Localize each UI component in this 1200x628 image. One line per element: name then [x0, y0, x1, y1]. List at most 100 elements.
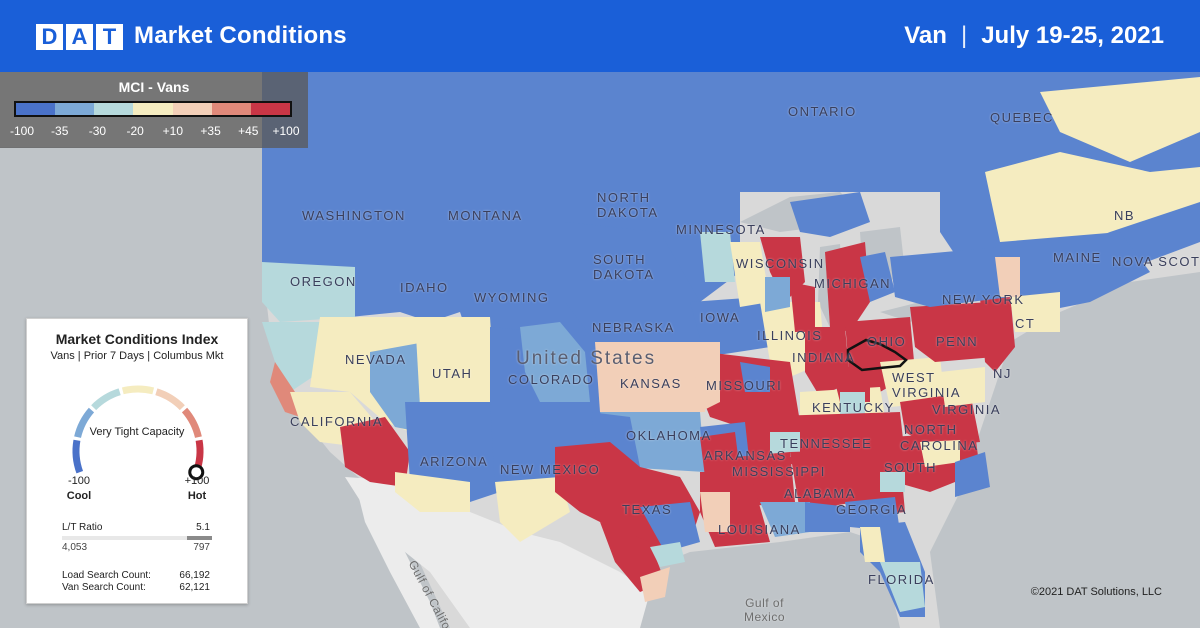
region-georgia-south — [845, 497, 900, 532]
region-michigan-east — [860, 252, 895, 302]
legend-tick: +35 — [200, 124, 221, 138]
gauge-segment — [91, 388, 121, 411]
logo-letter-a: A — [66, 24, 93, 50]
capacity-status: Very Tight Capacity — [89, 426, 185, 438]
label-kansas: KANSAS — [620, 376, 682, 391]
label-alabama: ALABAMA — [784, 486, 856, 501]
legend-swatch-4 — [172, 103, 212, 115]
label-nb: NB — [1114, 208, 1136, 223]
region-arkansas-red — [700, 432, 740, 477]
label-michigan: MICHIGAN — [814, 276, 891, 291]
load-search-value: 66,192 — [179, 570, 210, 581]
gauge-segment — [155, 388, 185, 411]
label-colorado: COLORADO — [508, 372, 595, 387]
label-oklahoma: OKLAHOMA — [626, 428, 712, 443]
period-info: Van | July 19-25, 2021 — [904, 22, 1164, 50]
legend-tick: -20 — [126, 124, 144, 138]
region-rgv — [640, 567, 670, 602]
label-indiana: INDIANA — [792, 350, 856, 365]
card-subtitle: Vans | Prior 7 Days | Columbus Mkt — [50, 350, 224, 362]
legend-tick: -35 — [51, 124, 69, 138]
region-new-mexico-south — [495, 477, 570, 542]
load-count: 4,053 — [62, 542, 88, 553]
legend-swatch-0 — [16, 103, 56, 115]
gauge-segment — [181, 407, 202, 439]
mci-legend: MCI - Vans -100 -35 -30 -20 +10 +35 +45 +100 — [0, 72, 308, 148]
region-utah — [415, 317, 495, 407]
atlantic-ocean — [930, 272, 1200, 628]
mexico-land — [345, 477, 650, 628]
region-michigan-up — [790, 192, 870, 237]
label-louisiana: LOUISIANA — [718, 522, 801, 537]
region-la-pink — [700, 492, 730, 532]
label-nova-scotia: NOVA SCOTIA — [1112, 254, 1200, 269]
region-chicago — [790, 282, 815, 332]
label-maine: MAINE — [1053, 250, 1102, 265]
gauge-max-value: +100 — [184, 475, 210, 487]
legend-title: MCI - Vans — [118, 79, 190, 95]
region-texas-coast — [650, 542, 685, 567]
label-wyoming: WYOMING — [474, 290, 550, 305]
card-title: Market Conditions Index — [55, 331, 219, 347]
equipment-type: Van — [904, 22, 947, 49]
label-oregon: OREGON — [290, 274, 357, 289]
lt-ratio-bar — [62, 536, 212, 540]
region-ny — [890, 247, 1010, 307]
label-nebraska: NEBRASKA — [592, 320, 675, 335]
legend-tick: +100 — [272, 124, 300, 138]
label-south-dakota: SOUTH DAKOTA — [593, 252, 655, 282]
label-florida: FLORIDA — [868, 572, 935, 587]
region-pa-east — [980, 292, 1015, 372]
label-nj: NJ — [993, 366, 1012, 381]
label-arkansas: ARKANSAS — [704, 448, 787, 463]
legend-tick: -100 — [9, 124, 35, 138]
region-ms-coast — [805, 502, 850, 532]
region-quebec-south — [985, 152, 1200, 252]
legend-swatch-3 — [133, 103, 173, 115]
region-colorado — [520, 322, 590, 412]
region-west-virginia — [880, 357, 945, 407]
label-georgia: GEORGIA — [836, 502, 908, 517]
baja-land — [355, 482, 440, 628]
region-pa — [910, 302, 995, 362]
region-kansas — [595, 342, 710, 412]
label-wisconsin: WISCONSIN — [736, 256, 825, 271]
market-map[interactable]: ONTARIO QUEBEC NORTH DAKOTA WASHINGTON M… — [0, 72, 1200, 628]
label-missouri: MISSOURI — [706, 378, 783, 393]
region-arizona-south — [395, 472, 470, 512]
gauge-marker — [188, 464, 205, 481]
region-new-england — [1000, 232, 1150, 312]
dat-logo: D A T — [36, 24, 123, 50]
region-coast-ca — [270, 362, 300, 417]
load-search-label: Load Search Count: — [62, 570, 151, 581]
map-canvas — [0, 72, 1200, 628]
region-quebec-north — [1040, 77, 1200, 162]
legend-swatch-1 — [55, 103, 95, 115]
label-north-dakota: NORTH DAKOTA — [597, 190, 659, 220]
market-conditions-card: Market Conditions Index Vans | Prior 7 D… — [26, 318, 248, 604]
region-wi-green — [700, 232, 735, 282]
region-houston — [640, 502, 700, 552]
label-ohio: OHIO — [867, 334, 907, 349]
label-ontario: ONTARIO — [788, 104, 857, 119]
gauge-segment — [72, 439, 84, 474]
region-carolina-coast — [955, 452, 990, 497]
label-montana: MONTANA — [448, 208, 523, 223]
van-search-label: Van Search Count: — [62, 582, 146, 593]
legend-swatch-6 — [250, 103, 290, 115]
region-illinois-north — [765, 277, 790, 312]
gauge-segment — [74, 407, 95, 439]
label-mississippi: MISSISSIPPI — [732, 464, 826, 479]
gauge-max-label: Hot — [187, 490, 207, 502]
label-california: CALIFORNIA — [290, 414, 384, 429]
label-iowa: IOWA — [700, 310, 741, 325]
gauge-segment — [121, 385, 155, 395]
label-arizona: ARIZONA — [420, 454, 489, 469]
legend-swatch-2 — [94, 103, 134, 115]
legend-color-scale — [14, 101, 292, 117]
label-illinois: ILLINOIS — [757, 328, 823, 343]
legend-swatch-5 — [211, 103, 251, 115]
region-minnesota-nd — [565, 162, 740, 302]
gauge-min-value: -100 — [67, 475, 91, 487]
label-new-mexico: NEW MEXICO — [500, 462, 601, 477]
